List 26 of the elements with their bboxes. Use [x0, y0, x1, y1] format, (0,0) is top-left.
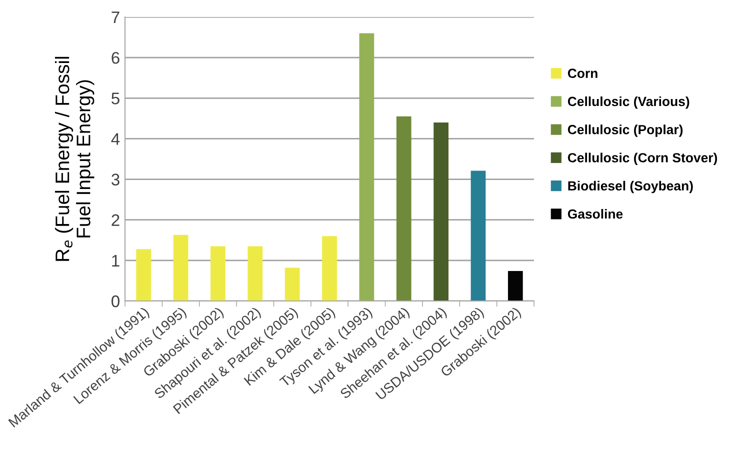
y-tick-label: 2: [112, 214, 120, 226]
legend-label: Cellulosic (Corn Stover): [568, 152, 718, 166]
y-tick-label: 4: [111, 133, 120, 145]
bar: [434, 122, 448, 301]
bar: [322, 236, 337, 301]
bar: [359, 33, 374, 301]
bar: [136, 249, 152, 301]
bar: [210, 246, 226, 301]
bar: [470, 170, 486, 301]
legend-label: Gasoline: [568, 208, 623, 219]
y-tick-label: 0: [112, 295, 120, 308]
y-tick-label: 5: [112, 92, 120, 104]
bar: [284, 268, 300, 301]
bar: [508, 270, 523, 301]
bar: [173, 234, 188, 301]
y-tick-label: 7: [112, 12, 120, 24]
y-axis-title: R$_{e}$ (Fuel Energy / Fossil Fuel Input Energy): [54, 56, 94, 261]
y-tick-label: 6: [112, 52, 120, 64]
legend-label: Biodiesel (Soybean): [568, 180, 693, 194]
legend-label: Cellulosic (Poplar): [568, 124, 683, 137]
legend-label: Cellulosic (Various): [568, 96, 690, 109]
y-tick-label: 1: [112, 255, 120, 266]
bar: [248, 246, 263, 301]
legend-label: Corn: [568, 68, 598, 78]
bar: [396, 116, 412, 301]
y-tick-label: 3: [112, 174, 120, 186]
